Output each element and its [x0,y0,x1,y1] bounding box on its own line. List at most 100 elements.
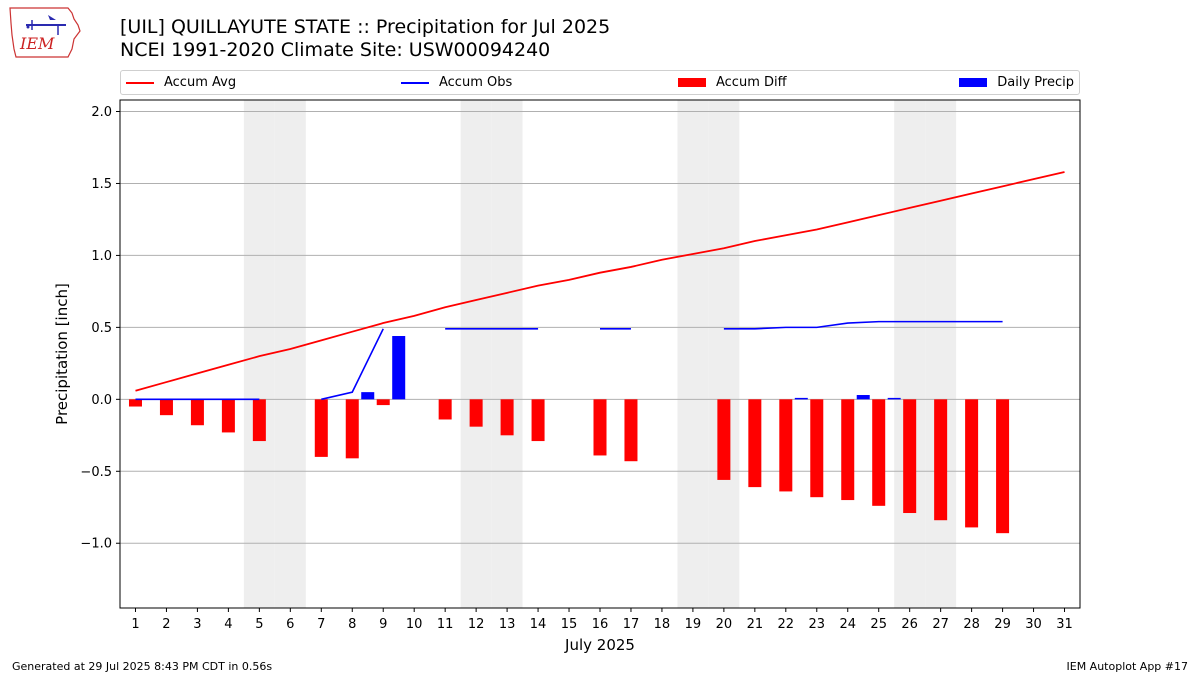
x-tick-label: 24 [839,617,856,632]
legend-label: Daily Precip [997,75,1074,90]
x-tick-label: 18 [654,617,671,632]
footer-app-text: IEM Autoplot App #17 [1066,660,1189,673]
x-tick-label: 10 [406,617,423,632]
weekend-band-day-19 [677,100,709,608]
x-tick-label: 14 [530,617,547,632]
accum-obs-line-segment-5 [723,320,1003,330]
x-tick-label: 28 [963,617,980,632]
accum-diff-bar-day-9 [376,399,390,406]
accum-diff-bar-day-3 [190,399,204,426]
iem-logo: IEM [9,7,81,58]
accum-diff-bar-day-24 [841,399,855,501]
legend-item-daily-precip: Daily Precip [959,71,1074,94]
legend-item-accum-obs: Accum Obs [401,71,512,94]
x-tick-label: 30 [1025,617,1042,632]
x-tick-label: 27 [932,617,949,632]
accum-diff-bar-day-23 [810,399,824,498]
legend-label: Accum Avg [164,75,237,90]
legend-swatch-accum-diff [678,78,706,87]
accum-diff-bar-day-21 [748,399,762,488]
weekend-band-day-12 [460,100,492,608]
accum-diff-bar-day-7 [314,399,328,457]
y-tick-label: −0.5 [80,465,112,480]
legend-label: Accum Obs [439,75,513,90]
chart-title: [UIL] QUILLAYUTE STATE :: Precipitation … [120,16,611,38]
accum-diff-bar-day-8 [345,399,359,459]
x-tick-label: 12 [468,617,485,632]
daily-precip-bar-day-24 [856,395,870,400]
weekend-band-day-20 [708,100,740,608]
weekend-band-day-13 [491,100,523,608]
legend-swatch-accum-obs [401,81,429,84]
iowa-outline-shape [9,7,81,58]
weekend-band-day-27 [925,100,957,608]
accum-diff-bar-day-27 [934,399,948,521]
y-tick-label: −1.0 [80,537,112,552]
accum-diff-bar-day-1 [128,399,142,407]
x-tick-label: 26 [901,617,918,632]
daily-precip-bar-day-8 [361,392,375,400]
chart-subtitle: NCEI 1991-2020 Climate Site: USW00094240 [120,39,551,61]
y-axis-label: Precipitation [inch] [53,283,71,425]
x-axis-label: July 2025 [564,636,635,654]
weekend-band-day-26 [894,100,926,608]
x-tick-label: 1 [131,617,139,632]
accum-diff-bar-day-14 [531,399,545,442]
accum-obs-line-segment-2 [321,328,384,401]
daily-precip-bar-day-22 [794,397,808,400]
x-tick-label: 31 [1056,617,1073,632]
x-tick-label: 15 [561,617,578,632]
legend: Accum Avg Accum Obs Accum Diff Daily Pre… [120,70,1080,95]
x-tick-label: 20 [716,617,733,632]
accum-diff-bar-day-22 [779,399,793,492]
accum-diff-bar-day-11 [438,399,452,420]
daily-precip-bar-day-25 [887,397,901,400]
legend-swatch-accum-avg [126,81,154,84]
x-tick-label: 11 [437,617,454,632]
x-tick-label: 13 [499,617,516,632]
accum-diff-bar-day-12 [469,399,483,427]
legend-item-accum-avg: Accum Avg [126,71,236,94]
legend-swatch-daily-precip [959,78,988,87]
accum-diff-bar-day-4 [221,399,235,433]
x-tick-label: 19 [685,617,702,632]
accum-diff-bar-day-26 [903,399,917,514]
accum-diff-bar-day-16 [593,399,607,456]
legend-item-accum-diff: Accum Diff [678,71,787,94]
x-tick-label: 29 [994,617,1011,632]
accum-diff-bar-day-5 [252,399,266,442]
accum-avg-line [135,171,1065,392]
accum-diff-bar-day-29 [996,399,1010,534]
x-tick-label: 4 [224,617,232,632]
x-tick-label: 22 [778,617,795,632]
logo-text: IEM [19,34,55,53]
x-tick-label: 3 [193,617,201,632]
x-tick-label: 8 [348,617,356,632]
x-tick-label: 23 [809,617,826,632]
y-tick-label: 0.5 [91,321,112,336]
x-tick-label: 25 [870,617,887,632]
y-tick-label: 1.0 [91,249,112,264]
y-tick-label: 1.5 [91,177,112,192]
accum-diff-bar-day-2 [159,399,173,416]
y-tick-label: 2.0 [91,105,112,120]
x-tick-label: 21 [747,617,764,632]
accum-diff-bar-day-17 [624,399,638,462]
x-tick-label: 9 [379,617,387,632]
y-tick-label: 0.0 [91,393,112,408]
x-tick-label: 5 [255,617,263,632]
accum-diff-bar-day-28 [965,399,979,528]
accum-diff-bar-day-13 [500,399,514,436]
x-tick-label: 7 [317,617,325,632]
weekend-band-day-6 [274,100,306,608]
daily-precip-bar-day-9 [392,336,406,400]
x-tick-label: 6 [286,617,294,632]
weather-station-icon [26,15,66,35]
x-tick-label: 2 [162,617,170,632]
accum-diff-bar-day-25 [872,399,886,506]
legend-label: Accum Diff [716,75,787,90]
footer-generated-text: Generated at 29 Jul 2025 8:43 PM CDT in … [12,660,273,673]
x-tick-label: 16 [592,617,609,632]
x-tick-label: 17 [623,617,640,632]
